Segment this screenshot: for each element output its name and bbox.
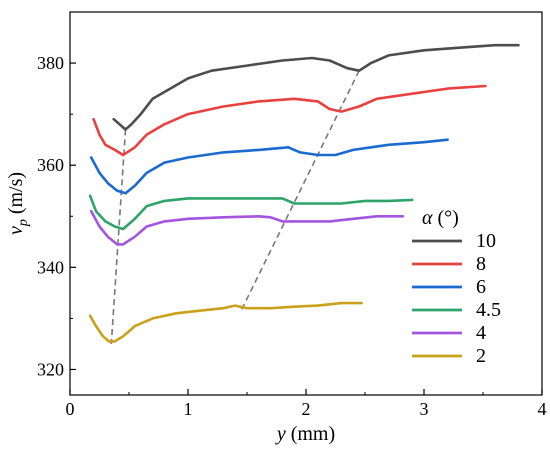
x-tick-label: 1: [184, 399, 193, 419]
dashed-guide-line: [110, 129, 127, 344]
legend-title-unit: (°): [433, 207, 459, 229]
series-line-4.5: [88, 194, 414, 231]
y-tick-label: 380: [37, 53, 64, 73]
legend-label-8: 8: [476, 253, 486, 275]
x-axis-unit: (mm): [286, 423, 335, 445]
x-tick-label: 4: [538, 399, 547, 419]
series-layer: [88, 43, 520, 343]
y-axis-subscript: p: [16, 219, 31, 227]
series-line-4: [89, 209, 405, 246]
axis-ticks: 0 1 2 3 4 320 340 360 380: [37, 53, 547, 419]
series-line-8: [92, 84, 487, 157]
series-line-6: [89, 138, 449, 195]
legend-title-variable: α: [422, 207, 433, 229]
series-line-10: [112, 43, 520, 131]
x-tick-label: 0: [66, 399, 75, 419]
y-tick-label: 360: [37, 155, 64, 175]
legend-label-4.5: 4.5: [476, 299, 501, 321]
series-line-2: [88, 301, 363, 343]
x-axis-label: y (mm): [275, 423, 335, 445]
x-axis-variable: y: [275, 423, 286, 445]
annotations: [110, 70, 360, 344]
x-tick-label: 3: [420, 399, 429, 419]
legend-title: α (°): [422, 207, 459, 229]
legend-label-4: 4: [476, 322, 486, 344]
dashed-guide-line: [240, 70, 360, 312]
y-axis-label: vp (m/s): [5, 172, 31, 235]
x-tick-label: 2: [302, 399, 311, 419]
legend-label-2: 2: [476, 345, 486, 367]
legend-label-6: 6: [476, 276, 486, 298]
legend-label-10: 10: [476, 230, 496, 252]
y-axis-variable: v: [5, 226, 27, 235]
y-axis-unit: (m/s): [5, 172, 27, 219]
y-tick-label: 340: [37, 257, 64, 277]
y-tick-label: 320: [37, 359, 64, 379]
